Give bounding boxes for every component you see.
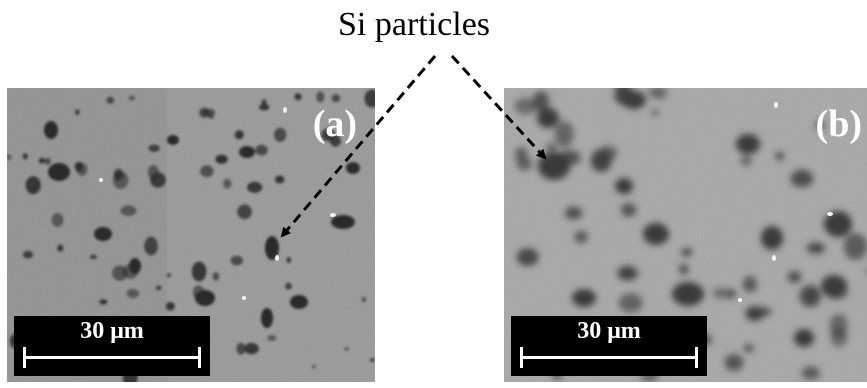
micrograph-panel-a: (a) 30 μm — [7, 88, 375, 382]
scale-bar-line-a — [23, 356, 201, 359]
scale-bar-text-a: 30 μm — [80, 318, 144, 344]
arrow-to-panel-a — [280, 55, 437, 238]
panel-label-b: (b) — [815, 103, 862, 145]
scale-bar-tick-left-a — [23, 347, 26, 368]
scale-bar-text-b: 30 μm — [577, 318, 641, 344]
scale-bar-a: 30 μm — [14, 316, 210, 376]
arrow-to-panel-b — [450, 54, 547, 160]
si-particles-annotation: Si particles — [338, 6, 491, 43]
micrograph-panel-b: (b) 30 μm — [504, 88, 867, 382]
scale-bar-line-b — [520, 356, 698, 359]
scale-bar-tick-right-a — [198, 347, 201, 368]
panel-label-a: (a) — [312, 103, 357, 145]
scale-bar-tick-left-b — [520, 347, 523, 368]
scale-bar-tick-right-b — [695, 347, 698, 368]
scale-bar-b: 30 μm — [511, 316, 707, 376]
